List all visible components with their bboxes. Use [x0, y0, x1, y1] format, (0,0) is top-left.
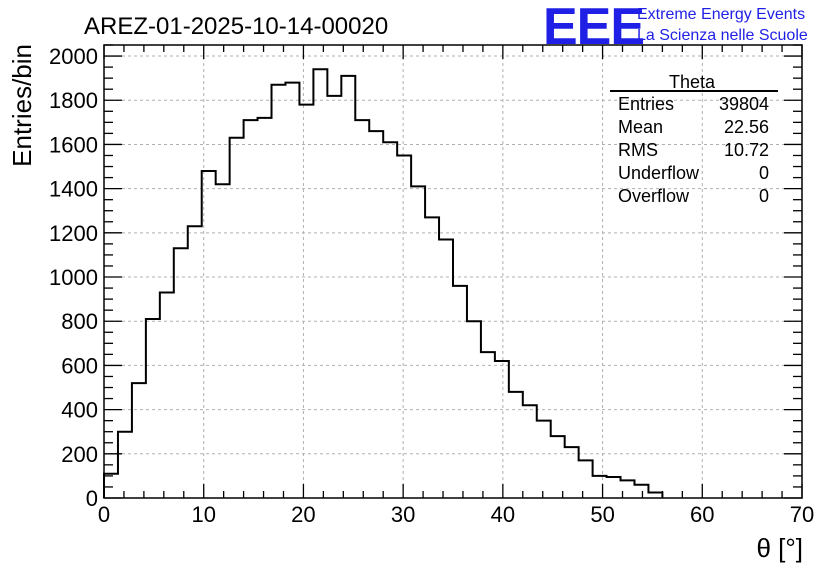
y-tick-label: 0: [86, 486, 98, 511]
histogram-bin: [118, 432, 132, 498]
histogram-bin: [523, 405, 537, 498]
histogram-bin: [313, 69, 327, 498]
histogram-bin: [537, 421, 551, 498]
histogram-bin: [285, 83, 299, 498]
y-tick-label: 200: [61, 442, 98, 467]
histogram-bin: [341, 76, 355, 498]
y-tick-label: 2000: [49, 44, 98, 69]
histogram-bin: [579, 460, 593, 498]
grid: [104, 45, 802, 498]
y-tick-label: 400: [61, 398, 98, 423]
axis-ticks: [103, 44, 803, 499]
histogram-bin: [188, 226, 202, 498]
y-tick-label: 1600: [49, 132, 98, 157]
histogram-bin: [146, 319, 160, 498]
histogram-bin: [299, 105, 313, 498]
y-tick-label: 1000: [49, 265, 98, 290]
histogram-bin: [104, 474, 118, 498]
x-tick-label: 50: [590, 502, 614, 527]
stats-row-value: 22.56: [724, 117, 769, 137]
stats-box: Theta Entries 39804 Mean 22.56 RMS 10.72 Under…: [610, 72, 778, 206]
histogram-bin: [481, 352, 495, 498]
histogram-bin: [439, 239, 453, 498]
histogram-bin: [174, 248, 188, 498]
stats-row-label: Entries: [618, 94, 674, 114]
histogram-bin: [467, 321, 481, 498]
y-tick-label: 1200: [49, 221, 98, 246]
histogram-bin: [411, 186, 425, 498]
y-tick-label: 1400: [49, 177, 98, 202]
stats-rows: Entries 39804 Mean 22.56 RMS 10.72 Underflow 0 O…: [618, 94, 769, 206]
x-tick-label: 60: [690, 502, 714, 527]
stats-row-value: 0: [759, 163, 769, 183]
stats-row-label: Overflow: [618, 186, 690, 206]
histogram-bin: [383, 142, 397, 498]
histogram-outline: [103, 68, 664, 498]
stats-row-label: Mean: [618, 117, 663, 137]
histogram-bin: [565, 447, 579, 498]
stats-row-value: 0: [759, 186, 769, 206]
chart-title: AREZ-01-2025-10-14-00020: [84, 13, 388, 40]
y-axis-title: Entries/bin: [7, 44, 37, 167]
y-tick-labels: 0 200 400 600 800 1000 1200 1400 1600 1800 2000: [49, 44, 98, 511]
histogram-bin: [216, 184, 230, 498]
logo-line2: La Scienza nelle Scuole: [637, 27, 808, 44]
stats-row-label: Underflow: [618, 163, 700, 183]
logo-line1: Extreme Energy Events: [637, 6, 805, 23]
histogram-bin: [258, 118, 272, 498]
x-tick-label: 70: [790, 502, 814, 527]
histogram-bin: [425, 217, 439, 498]
histogram-bin: [369, 131, 383, 498]
logo-mark: EEE: [543, 0, 644, 56]
y-tick-label: 800: [61, 309, 98, 334]
histogram-bin: [160, 292, 174, 498]
stats-title: Theta: [669, 72, 716, 92]
x-tick-label: 0: [98, 502, 110, 527]
eee-logo: EEE Extreme Energy Events La Scienza nel…: [543, 0, 808, 56]
histogram-bin: [132, 383, 146, 498]
histogram-bin: [202, 171, 216, 498]
histogram-bin: [272, 85, 286, 498]
histogram-bin: [397, 155, 411, 498]
x-tick-labels: 0 10 20 30 40 50 60 70: [98, 502, 814, 527]
histogram-bin: [355, 120, 369, 498]
stats-row-value: 39804: [719, 94, 769, 114]
x-tick-label: 40: [491, 502, 515, 527]
histogram-bin: [607, 477, 621, 498]
histogram-bin: [551, 436, 565, 498]
histogram-bin: [453, 286, 467, 498]
stats-row-value: 10.72: [724, 140, 769, 160]
histogram-bin: [230, 138, 244, 498]
x-axis-title: θ [°]: [756, 533, 803, 563]
y-tick-label: 600: [61, 353, 98, 378]
histogram-bin: [593, 476, 607, 498]
y-tick-label: 1800: [49, 88, 98, 113]
x-tick-label: 10: [191, 502, 215, 527]
x-tick-label: 20: [291, 502, 315, 527]
histogram-bin: [634, 485, 648, 498]
histogram-bin: [495, 361, 509, 498]
stats-row-label: RMS: [618, 140, 658, 160]
histogram-bin: [244, 120, 258, 498]
histogram-bin: [509, 392, 523, 498]
histogram-bin: [327, 96, 341, 498]
x-tick-label: 30: [391, 502, 415, 527]
plot-frame: [103, 44, 803, 499]
